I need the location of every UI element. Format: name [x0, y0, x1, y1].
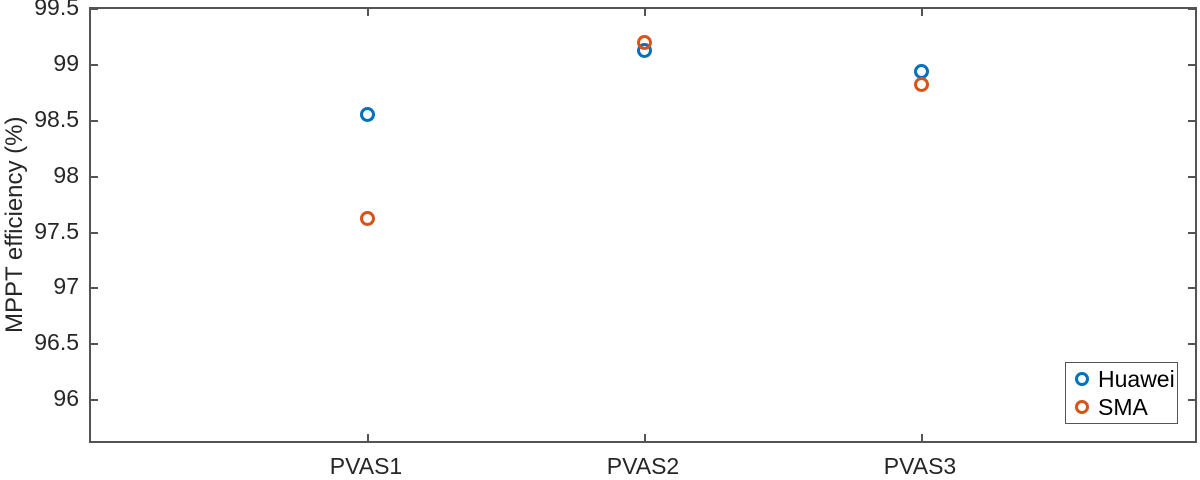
x-tick-label: PVAS3 [883, 453, 957, 479]
y-tick-mark [91, 176, 98, 178]
y-tick-label: 99 [53, 49, 79, 76]
y-tick-label: 98.5 [34, 105, 79, 132]
x-tick-mark [367, 434, 369, 441]
y-tick-mark-right [1188, 120, 1195, 122]
y-tick-label: 98 [53, 161, 79, 188]
legend-marker-sma-icon [1075, 400, 1089, 414]
y-tick-label: 97.5 [34, 217, 79, 244]
legend: Huawei SMA [1065, 362, 1178, 424]
y-tick-mark [91, 232, 98, 234]
x-tick-mark-top [644, 9, 646, 16]
x-tick-mark [921, 434, 923, 441]
y-tick-mark-right [1188, 232, 1195, 234]
legend-entry-huawei: Huawei [1066, 366, 1177, 393]
legend-marker-huawei-icon [1075, 372, 1089, 386]
y-tick-mark-right [1188, 64, 1195, 66]
data-point-sma-pvas3 [914, 77, 929, 93]
x-tick-mark-top [921, 9, 923, 16]
y-tick-mark-right [1188, 343, 1195, 345]
plot-area [89, 7, 1197, 443]
y-tick-mark-right [1188, 176, 1195, 178]
data-point-huawei-pvas1 [360, 107, 375, 123]
y-tick-mark [91, 399, 98, 401]
y-tick-mark-right [1188, 287, 1195, 289]
x-tick-label: PVAS1 [329, 453, 403, 479]
data-point-sma-pvas1 [360, 211, 375, 227]
legend-label: SMA [1098, 393, 1148, 420]
y-tick-label: 97 [53, 273, 79, 300]
y-tick-mark [91, 8, 98, 10]
y-tick-mark-right [1188, 399, 1195, 401]
y-tick-mark [91, 120, 98, 122]
y-tick-mark-right [1188, 8, 1195, 10]
x-tick-mark-top [367, 9, 369, 16]
y-tick-mark [91, 343, 98, 345]
y-tick-label: 96.5 [34, 329, 79, 356]
y-tick-label: 96 [53, 385, 79, 412]
legend-label: Huawei [1098, 365, 1175, 392]
y-tick-mark [91, 64, 98, 66]
x-tick-mark [644, 434, 646, 441]
y-tick-label: 99.5 [34, 0, 79, 20]
x-tick-label: PVAS2 [606, 453, 680, 479]
data-point-sma-pvas2 [637, 34, 652, 50]
y-tick-mark [91, 287, 98, 289]
legend-entry-sma: SMA [1066, 394, 1177, 421]
